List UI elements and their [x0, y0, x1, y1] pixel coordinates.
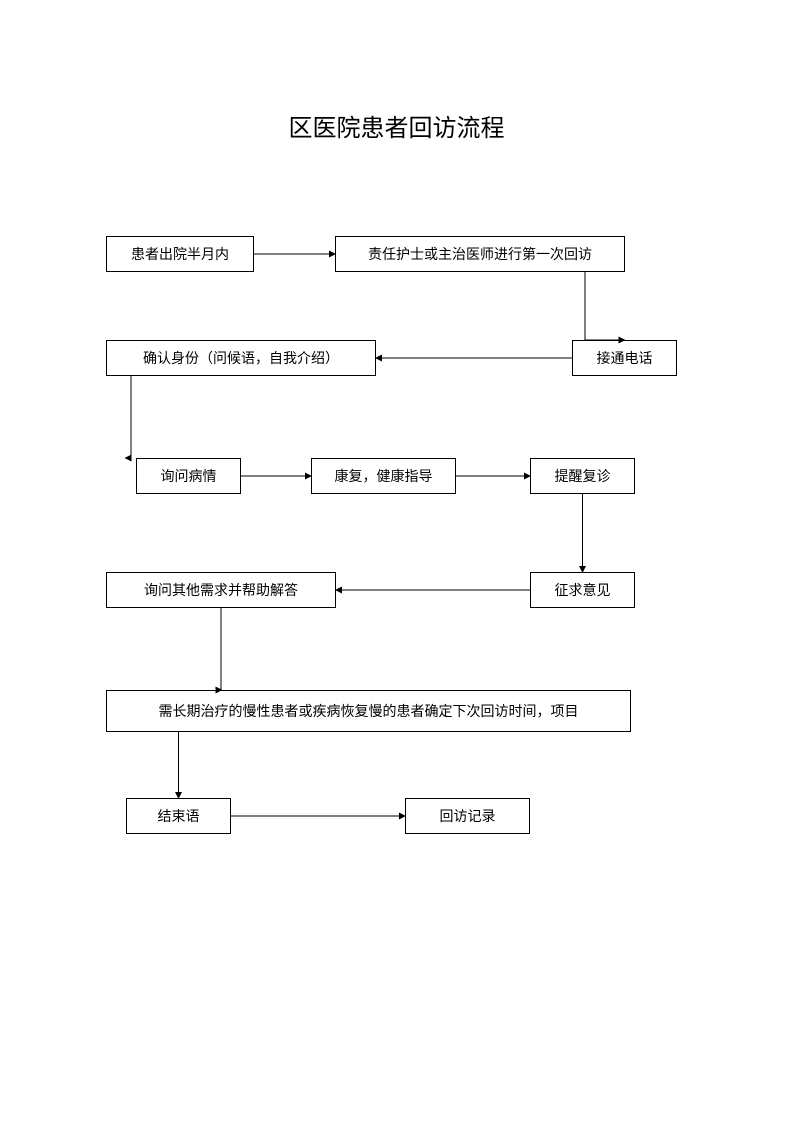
flowchart-node-n2: 责任护士或主治医师进行第一次回访 [335, 236, 625, 272]
flowchart-node-n1: 患者出院半月内 [106, 236, 254, 272]
flowchart-node-n7: 提醒复诊 [530, 458, 635, 494]
flowchart-node-n12: 回访记录 [405, 798, 530, 834]
flowchart-node-n5: 询问病情 [136, 458, 241, 494]
flowchart-edge [221, 608, 222, 690]
flowchart-node-n10: 需长期治疗的慢性患者或疾病恢复慢的患者确定下次回访时间，项目 [106, 690, 631, 732]
flowchart-node-n6: 康复，健康指导 [311, 458, 456, 494]
flowchart-node-n4: 确认身份（问候语，自我介绍） [106, 340, 376, 376]
flowchart-node-n8: 征求意见 [530, 572, 635, 608]
flowchart-edges-layer [0, 0, 793, 1122]
flowchart-edge [585, 272, 625, 340]
flowchart-edge [126, 376, 132, 458]
flowchart-node-n9: 询问其他需求并帮助解答 [106, 572, 336, 608]
flowchart-node-n3: 接通电话 [572, 340, 677, 376]
page-title: 区医院患者回访流程 [0, 108, 793, 143]
flowchart-node-n11: 结束语 [126, 798, 231, 834]
